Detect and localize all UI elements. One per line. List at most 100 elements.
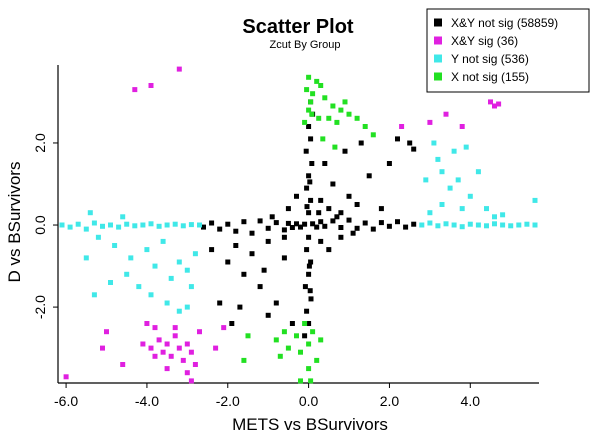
data-point [411, 221, 417, 227]
data-point [192, 251, 198, 257]
data-point [362, 124, 368, 129]
data-point [318, 197, 324, 203]
data-point [112, 243, 118, 248]
data-point [303, 148, 309, 154]
data-point [378, 206, 384, 212]
legend-label: X&Y not sig (58859) [451, 16, 558, 30]
data-point [330, 218, 336, 224]
data-point [298, 378, 303, 384]
data-point [307, 179, 313, 185]
data-point [294, 221, 299, 227]
data-point [156, 223, 162, 229]
data-point [467, 221, 473, 227]
data-point [132, 223, 138, 229]
data-point [326, 247, 332, 253]
data-point [463, 144, 469, 150]
data-point [407, 140, 413, 146]
data-point [443, 111, 449, 117]
data-point [334, 119, 340, 125]
data-point [451, 148, 457, 154]
legend-swatch [434, 54, 442, 63]
data-point [63, 374, 69, 380]
data-point [326, 206, 332, 212]
data-point [492, 221, 497, 227]
data-point [273, 337, 279, 343]
data-point [488, 99, 493, 105]
data-point [136, 284, 142, 290]
data-point [306, 124, 312, 129]
data-point [309, 161, 315, 166]
data-point [395, 136, 400, 142]
data-point [132, 87, 138, 93]
data-point [209, 247, 215, 253]
data-point [338, 107, 344, 113]
data-point [152, 325, 158, 331]
data-point [265, 312, 271, 318]
data-point [281, 329, 287, 335]
legend-swatch [434, 72, 442, 81]
data-point [342, 99, 348, 105]
data-point [435, 156, 441, 162]
data-point [302, 333, 308, 339]
data-point [209, 220, 215, 226]
data-point [104, 329, 109, 335]
data-point [148, 292, 154, 298]
data-point [273, 300, 279, 306]
data-point [168, 275, 174, 281]
data-point [354, 115, 360, 121]
data-point [180, 357, 186, 363]
data-point [532, 197, 538, 203]
data-point [176, 345, 182, 351]
data-point [124, 271, 130, 277]
data-point [459, 224, 465, 230]
data-point [188, 284, 194, 290]
data-point [318, 337, 324, 343]
data-point [148, 221, 154, 227]
data-point [435, 223, 441, 229]
data-point [308, 296, 314, 302]
data-point [298, 349, 303, 355]
data-point [294, 333, 299, 339]
data-point [370, 226, 376, 232]
data-point [298, 224, 303, 230]
x-tick-label: -4.0 [135, 393, 159, 409]
x-tick-label: -2.0 [216, 393, 240, 409]
data-point [314, 78, 320, 84]
data-point [308, 99, 314, 105]
data-point [308, 136, 314, 142]
data-point [354, 202, 360, 207]
legend-label: X not sig (155) [451, 70, 529, 84]
y-axis-label: D vs BSurvivors [5, 162, 24, 283]
data-point [334, 214, 340, 220]
data-point [338, 234, 344, 240]
data-point [294, 193, 299, 199]
data-point [423, 177, 429, 183]
data-point [306, 234, 312, 240]
data-point [332, 144, 338, 150]
data-point [395, 219, 400, 225]
data-point [241, 271, 247, 277]
data-point [309, 111, 315, 117]
data-point [184, 341, 190, 347]
data-point [378, 220, 384, 226]
data-point [306, 173, 312, 179]
data-point [233, 228, 239, 234]
data-point [285, 206, 291, 212]
data-point [124, 221, 130, 227]
data-point [108, 222, 113, 228]
data-point [500, 222, 506, 228]
data-point [144, 321, 150, 326]
data-point [140, 341, 146, 347]
chart-title: Scatter Plot [242, 16, 353, 38]
data-point [304, 87, 310, 93]
data-point [318, 219, 324, 225]
data-point [229, 321, 235, 326]
data-point [302, 221, 308, 227]
data-point [346, 111, 352, 117]
data-point [310, 221, 316, 227]
data-point [160, 238, 166, 244]
legend: X&Y not sig (58859) X&Y sig (36) Y not sig… [426, 8, 590, 93]
data-point [188, 378, 194, 384]
data-point [443, 221, 449, 227]
x-tick-label: 2.0 [380, 393, 400, 409]
